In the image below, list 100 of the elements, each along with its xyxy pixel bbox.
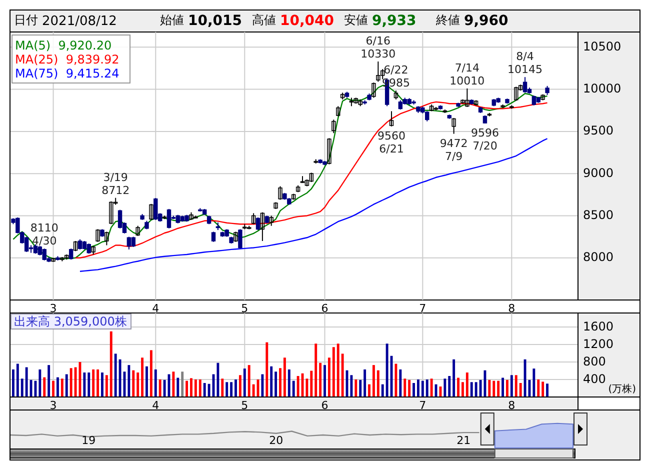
text: MA(75) 9,415.24 (15, 66, 120, 80)
bar (474, 382, 478, 397)
bar (194, 380, 197, 397)
bar (310, 370, 313, 397)
annotation: 9560 6/21 (378, 129, 406, 156)
candlestick (154, 198, 158, 220)
candlestick (278, 186, 282, 200)
x-tick-label: 19 (82, 434, 96, 448)
bar (158, 380, 162, 397)
chart-title: 出来高 3,059,000株 (14, 314, 127, 328)
x-tick-label: 20 (269, 434, 284, 448)
bar (376, 370, 380, 397)
bar (546, 384, 548, 397)
candlestick (86, 243, 91, 254)
candlestick (149, 203, 154, 220)
bar (368, 384, 370, 397)
text: MA(25) 9,839.92 (15, 52, 120, 66)
bar (394, 364, 398, 397)
bar (105, 375, 108, 397)
candlestick (545, 85, 550, 96)
bar (497, 380, 500, 397)
candlestick (251, 212, 256, 225)
bar (457, 378, 460, 397)
bar (466, 372, 468, 397)
x-tick-label: 6 (321, 302, 328, 316)
bar (92, 369, 95, 397)
bar (510, 375, 513, 397)
bar (88, 372, 90, 397)
bar (306, 378, 308, 397)
bar (198, 380, 202, 397)
bar (216, 362, 220, 397)
bar (274, 372, 278, 397)
candlestick (327, 138, 332, 165)
bar (110, 331, 112, 397)
bar (25, 367, 28, 397)
y-tick-label: 10000 (583, 82, 622, 96)
candlestick (166, 208, 172, 229)
x-tick-label: 4 (152, 302, 160, 316)
bar (83, 372, 86, 397)
candlestick (398, 100, 403, 110)
bar (439, 386, 442, 397)
bar (132, 370, 135, 397)
y-tick-label: 9500 (583, 124, 614, 138)
candlestick (260, 212, 265, 242)
annotation: 9596 7/20 (470, 126, 499, 152)
bar (252, 384, 255, 397)
bar (266, 342, 268, 397)
bar (203, 383, 206, 397)
candlestick (376, 60, 380, 82)
text: 高値 10,040 (252, 12, 334, 29)
bar (372, 365, 375, 397)
y-tick-label: 400 (583, 372, 606, 386)
x-tick-label: 7 (419, 399, 426, 412)
bar (292, 380, 295, 397)
candlestick (38, 246, 42, 256)
candlestick (309, 172, 314, 183)
text: 安値 9,933 (344, 12, 416, 29)
bar (20, 378, 24, 397)
line-series (79, 138, 548, 272)
candlestick (73, 240, 78, 252)
candlestick (269, 215, 274, 226)
line-series (74, 101, 548, 258)
candlestick (336, 106, 340, 117)
bar (430, 378, 433, 397)
y-tick-label: 8000 (583, 250, 614, 264)
bar (452, 359, 456, 397)
bar (136, 372, 140, 397)
bar (65, 374, 68, 397)
bar (332, 347, 335, 397)
bar (118, 359, 122, 397)
bar (492, 380, 496, 397)
bar (226, 382, 228, 397)
bar (532, 368, 536, 397)
candlestick (234, 231, 238, 242)
bar (381, 384, 384, 397)
bar (537, 380, 540, 397)
bar (283, 358, 286, 397)
bar (528, 380, 531, 397)
bar (408, 380, 411, 397)
bar (96, 369, 100, 397)
candlestick (68, 248, 74, 260)
candlestick (332, 119, 336, 134)
candlestick (256, 216, 260, 231)
text: 日付 2021/08/12 (14, 13, 117, 29)
x-tick-label: 4 (152, 399, 160, 412)
bar (279, 368, 282, 397)
bar (248, 365, 250, 397)
bar (243, 368, 246, 397)
text: 終値 9,960 (435, 12, 509, 29)
annotation: 8/4 10145 (508, 50, 543, 76)
candlestick (389, 110, 394, 127)
bar (234, 380, 237, 397)
candlestick (24, 236, 29, 252)
bar (336, 344, 340, 397)
bar (484, 370, 486, 397)
text: MA(5) 9,920.20 (15, 38, 112, 52)
bar (74, 367, 77, 397)
candlestick (96, 228, 100, 242)
bar (359, 380, 362, 397)
bar (412, 383, 415, 397)
